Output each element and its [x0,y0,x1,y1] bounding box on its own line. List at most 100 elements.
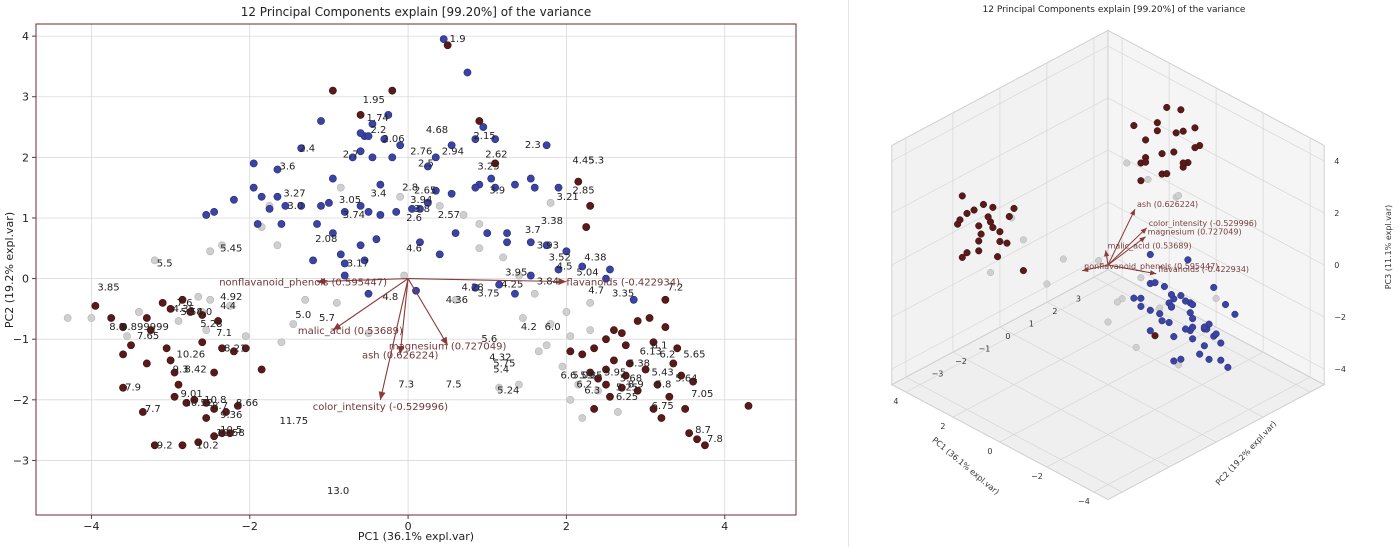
point-class-a [578,262,587,271]
point-class-a [360,256,369,265]
point-label: 3.7 [525,225,541,236]
point-class-a [479,123,488,131]
y-axis-label: PC2 (19.2% expl.var) [3,212,16,328]
point-class-a [423,162,432,171]
point-label: 4.38 [584,252,606,263]
point-class-a [265,204,274,213]
point-class-b [443,41,452,50]
point-label: 9.2 [157,440,173,451]
point-class-b [475,117,484,125]
point-class-c [435,201,444,210]
point-class-b [166,305,175,313]
y-tick-label-3d: −2 [955,357,967,366]
point-label: 4.7 [588,286,604,297]
loading-arrows: nonflavanoid_phenols (0.595447) malic_aci… [219,278,680,413]
point-class-a [431,186,440,195]
point-class-a [483,229,492,238]
point-label: 7.65 [137,331,159,342]
point-label: 7.2 [667,283,683,294]
point-class-b [142,359,151,368]
point-class-b-3d [996,237,1004,246]
grid-line-3d [1093,276,1311,393]
point-class-b [689,377,697,386]
loading-label: nonflavanoid_phenols (0.595447) [219,278,387,289]
loading-label: ash (0.626224) [362,350,438,361]
point-class-c [578,414,587,422]
point-class-b [178,441,187,450]
point-class-a [380,135,389,144]
loading-arrow-3d [1107,227,1148,266]
point-label: 8.66 [236,398,258,409]
point-class-c [206,247,215,256]
point-class-b-3d [1003,239,1011,247]
point-class-c-3d [986,268,995,277]
point-class-c-3d [1095,257,1103,265]
point-label: 3.0 [287,201,303,212]
point-class-a-3d [1189,335,1197,343]
point-label: 5.75 [493,358,515,369]
point-class-b [649,405,658,413]
point-class-b-3d [1170,148,1178,156]
point-class-a [491,135,500,144]
grid-line-3d [1107,45,1325,162]
loading-arrow [379,278,409,400]
point-class-b [91,301,100,310]
point-class-a-3d [1146,250,1154,259]
x-tick-label-3d: −2 [1031,472,1043,481]
point-class-c [499,253,507,262]
point-label: 3.74 [343,210,365,221]
point-label: 2.85 [572,186,594,197]
point-class-b [162,344,171,353]
y-tick-label: −1 [13,333,29,346]
point-class-c [241,332,250,341]
point-class-a [530,183,539,192]
point-label: 8.9 [628,380,644,391]
point-class-b-3d [975,237,983,245]
y-tick-label: 0 [22,273,29,286]
loading-label-3d: ash (0.626224) [1137,200,1198,209]
point-class-a [554,265,563,274]
point-class-c [534,347,543,356]
z-tick-label-3d: 4 [1334,157,1339,166]
axes-grid [891,37,1325,493]
point-class-a-3d [1130,294,1138,302]
point-label: 2.57 [438,210,460,221]
point-class-c [566,395,575,404]
point-class-a [340,271,349,280]
point-class-b [602,335,610,344]
point-class-a [511,180,519,189]
point-class-b-3d [1019,267,1027,275]
y-tick-label: −2 [13,394,29,407]
point-label: 5.0 [295,310,311,321]
point-label: 3.27 [283,189,305,200]
point-class-a [554,183,563,192]
point-label: 11.75 [279,416,308,427]
point-label: 7.7 [145,404,161,415]
point-label: 2.3 [525,140,541,151]
pca-biplot-3d: 12 Principal Components explain [99.20%]… [890,5,1393,506]
point-class-a [471,183,480,192]
point-class-c [150,256,159,265]
loading-label: magnesium (0.727049) [389,341,507,352]
point-class-c [301,295,310,304]
point-class-a [447,141,456,150]
point-class-b-3d [1153,119,1161,127]
point-class-a-3d [1212,330,1220,338]
point-class-b [186,308,195,316]
grid-line-3d [999,326,1217,443]
point-class-a [447,189,456,198]
point-label: 6.13 [640,346,662,357]
y-tick-label-3d: 3 [1076,295,1081,304]
point-class-b-3d [963,249,971,257]
x-tick-label-3d: 4 [893,397,898,406]
point-label: 6.6 [561,371,577,382]
point-class-a [491,183,500,192]
point-class-a [602,274,610,283]
point-class-a [471,135,480,144]
point-class-c [475,244,484,253]
x-tick-label: 0 [405,520,412,533]
point-label: 4.0 [196,307,212,318]
point-class-b [146,326,155,335]
point-label: 8.7 [695,425,711,436]
point-class-a [325,198,333,207]
